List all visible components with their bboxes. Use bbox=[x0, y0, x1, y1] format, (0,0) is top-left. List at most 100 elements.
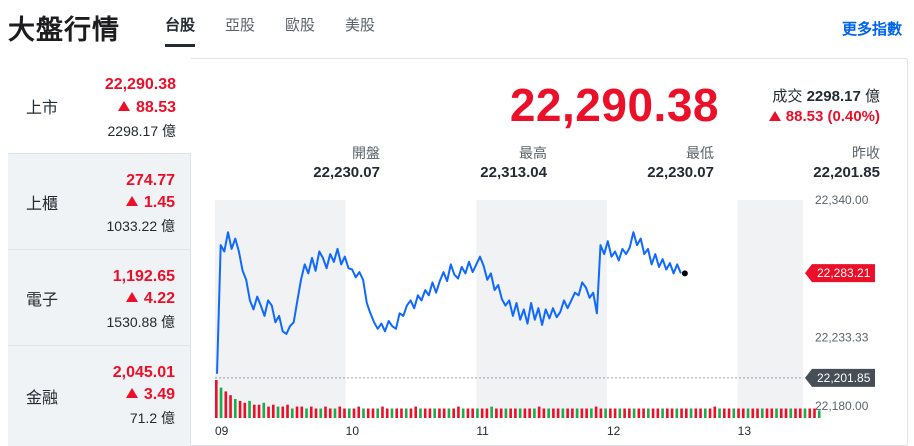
sidebar-item-change: 4.22 bbox=[125, 290, 175, 308]
volume-bar bbox=[609, 408, 612, 418]
volume-bar bbox=[552, 408, 555, 418]
up-triangle-icon bbox=[768, 111, 781, 121]
volume-bar bbox=[333, 408, 337, 418]
volume-bar bbox=[433, 408, 436, 418]
volume-bar bbox=[642, 408, 645, 418]
sidebar-item-finance[interactable]: 金融 2,045.01 3.49 71.2 億 bbox=[8, 346, 191, 446]
volume-bar bbox=[352, 408, 356, 418]
tab-us[interactable]: 美股 bbox=[345, 17, 376, 34]
sidebar-item-volume: 2298.17 億 bbox=[107, 123, 177, 139]
volume-bar bbox=[400, 408, 403, 418]
sidebar-item-change: 1.45 bbox=[125, 194, 175, 212]
volume-bar bbox=[666, 408, 669, 418]
volume-bar bbox=[675, 408, 679, 418]
volume-bar bbox=[737, 408, 740, 418]
volume-value: 2298.17 bbox=[806, 88, 861, 105]
volume-bar bbox=[271, 404, 275, 418]
stat-low-value: 22,230.07 bbox=[647, 164, 714, 181]
volume-bar bbox=[305, 408, 308, 418]
x-tick-label: 13 bbox=[738, 424, 752, 438]
volume-bar bbox=[495, 408, 498, 418]
volume-bar bbox=[476, 408, 479, 418]
volume-bar bbox=[533, 408, 536, 418]
volume-bar bbox=[262, 402, 266, 418]
tab-europe[interactable]: 歐股 bbox=[285, 17, 316, 34]
volume-bar bbox=[281, 406, 285, 418]
sidebar-item-otc[interactable]: 上櫃 274.77 1.45 1033.22 億 bbox=[8, 154, 191, 250]
volume-bar bbox=[590, 408, 593, 418]
sidebar-item-volume: 1033.22 億 bbox=[106, 218, 176, 234]
volume-bar bbox=[817, 410, 821, 418]
volume-bar bbox=[680, 408, 683, 418]
volume-bar bbox=[561, 408, 565, 418]
price-change: 88.53 (0.40%) bbox=[768, 108, 880, 125]
volume-bar bbox=[499, 408, 503, 418]
volume-bar bbox=[746, 408, 750, 418]
volume-bar bbox=[694, 408, 698, 418]
volume-bar bbox=[267, 406, 270, 418]
volume-bar bbox=[357, 406, 361, 418]
volume-bar bbox=[371, 408, 375, 418]
volume-bar bbox=[471, 408, 474, 418]
up-triangle-icon bbox=[125, 292, 138, 302]
volume-bar bbox=[632, 408, 636, 418]
sidebar-item-listed[interactable]: 上市 22,290.38 88.53 2298.17 億 bbox=[8, 58, 191, 154]
volume-bar bbox=[708, 408, 712, 418]
price-line bbox=[216, 231, 682, 374]
volume-bar bbox=[376, 408, 380, 418]
volume-bar bbox=[779, 408, 783, 418]
volume-bar bbox=[238, 400, 242, 418]
volume-bar bbox=[618, 408, 622, 418]
sidebar-item-electronics[interactable]: 電子 1,192.65 4.22 1530.88 億 bbox=[8, 250, 191, 346]
volume-bar bbox=[452, 408, 455, 418]
volume-bar bbox=[594, 406, 598, 418]
volume-bar bbox=[813, 408, 816, 418]
volume-bar bbox=[480, 408, 484, 418]
volume-bar bbox=[404, 408, 408, 418]
stat-prevclose-label: 昨收 bbox=[852, 145, 880, 161]
x-tick-label: 09 bbox=[215, 424, 229, 438]
volume-bar bbox=[419, 408, 422, 418]
volume-bar bbox=[580, 408, 584, 418]
volume-bar bbox=[523, 408, 527, 418]
volume-bar bbox=[756, 408, 759, 418]
volume-bar bbox=[300, 406, 304, 418]
volume-bar bbox=[670, 408, 674, 418]
current-price-label: 22,283.21 bbox=[817, 266, 871, 280]
trade-volume: 成交 2298.17 億 bbox=[772, 85, 880, 106]
tab-asia[interactable]: 亞股 bbox=[225, 17, 256, 34]
volume-bar bbox=[324, 406, 327, 418]
volume-bar bbox=[713, 406, 717, 418]
more-indices-link[interactable]: 更多指數 bbox=[841, 21, 902, 38]
volume-bar bbox=[295, 406, 299, 418]
volume-bar bbox=[466, 408, 470, 418]
volume-bar bbox=[803, 408, 807, 418]
volume-bar bbox=[722, 408, 726, 418]
sidebar-item-price: 1,192.65 bbox=[112, 268, 175, 285]
sidebar-item-change: 88.53 bbox=[117, 99, 176, 117]
stat-open-value: 22,230.07 bbox=[313, 164, 380, 181]
tab-taiwan[interactable]: 台股 bbox=[165, 14, 196, 47]
current-price-tag bbox=[805, 264, 875, 283]
index-sidebar: 上市 22,290.38 88.53 2298.17 億 上櫃 274.77 1… bbox=[8, 58, 191, 446]
volume-bar bbox=[314, 408, 318, 418]
volume-bar bbox=[461, 408, 465, 418]
volume-bar bbox=[808, 408, 812, 418]
volume-bar bbox=[309, 406, 313, 418]
chart-hour-band bbox=[737, 200, 803, 418]
volume-bar bbox=[566, 408, 569, 418]
volume-bar bbox=[395, 408, 399, 418]
y-tick-label: 22,233.33 bbox=[815, 330, 869, 344]
volume-bar bbox=[794, 408, 797, 418]
volume-bar bbox=[751, 408, 755, 418]
up-triangle-icon bbox=[125, 388, 138, 398]
sidebar-item-change: 3.49 bbox=[125, 386, 175, 404]
volume-bar bbox=[385, 408, 389, 418]
volume-bar bbox=[414, 406, 418, 418]
volume-bar bbox=[760, 408, 764, 418]
volume-bar bbox=[784, 408, 788, 418]
volume-bar bbox=[252, 404, 256, 418]
stat-high-value: 22,313.04 bbox=[480, 164, 547, 181]
sidebar-item-volume: 71.2 億 bbox=[129, 410, 175, 426]
volume-bar bbox=[409, 408, 413, 418]
